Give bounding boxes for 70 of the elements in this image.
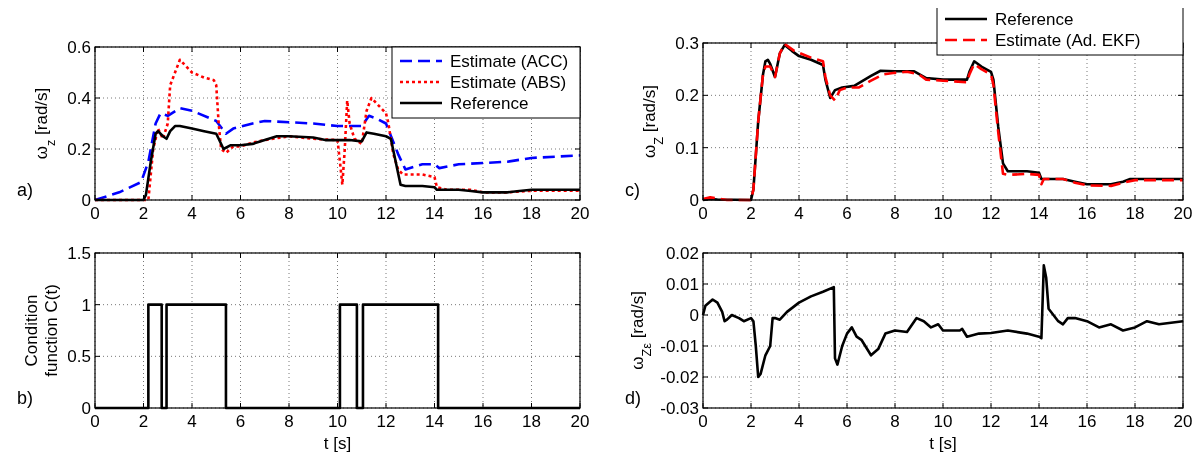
y-tick-label: 0.6 xyxy=(67,38,91,57)
legend-label: Reference xyxy=(450,94,529,113)
x-axis-title: t [s] xyxy=(323,434,352,453)
x-tick-label: 18 xyxy=(1125,412,1145,431)
y-tick-label: 0.5 xyxy=(67,347,91,367)
x-tick-label: 8 xyxy=(890,412,900,431)
x-tick-label: 12 xyxy=(981,412,1001,431)
y-tick-label: 0.3 xyxy=(675,34,699,53)
y-tick-label: 1.5 xyxy=(67,244,91,263)
x-tick-label: 8 xyxy=(284,204,294,223)
x-tick-label: 20 xyxy=(1173,412,1193,431)
text: b) xyxy=(17,388,34,408)
x-tick-label: 12 xyxy=(376,204,396,223)
text: d) xyxy=(625,388,642,408)
x-tick-label: 20 xyxy=(570,412,590,431)
x-tick-label: 4 xyxy=(794,412,804,431)
x-tick-label: 2 xyxy=(138,412,149,431)
x-tick-label: 18 xyxy=(522,412,541,431)
y-tick-label: 0.01 xyxy=(665,275,699,294)
x-tick-label: 6 xyxy=(235,204,246,223)
y-tick-label: 0.4 xyxy=(67,89,91,108)
x-tick-label: 18 xyxy=(522,204,541,223)
legend-label: Estimate (ABS) xyxy=(450,73,567,92)
y-tick-label: 1 xyxy=(81,295,91,315)
x-tick-label: 16 xyxy=(1077,204,1097,223)
y-tick-label: 0.02 xyxy=(665,244,699,263)
x-tick-label: 2 xyxy=(746,412,756,431)
x-tick-label: 10 xyxy=(933,204,953,223)
x-tick-label: 12 xyxy=(981,204,1001,223)
y-tick-label: 0 xyxy=(81,399,91,418)
y-tick-label: 0.2 xyxy=(675,86,699,106)
text: a) xyxy=(17,180,34,200)
x-tick-label: 16 xyxy=(473,412,493,431)
text: c) xyxy=(625,180,640,200)
x-tick-label: 4 xyxy=(187,204,197,223)
x-tick-label: 20 xyxy=(1173,204,1193,223)
x-tick-label: 14 xyxy=(1029,412,1049,431)
legend-label: Reference xyxy=(995,10,1074,29)
y-tick-label: -0.01 xyxy=(660,337,699,356)
x-tick-label: 14 xyxy=(425,204,444,223)
x-tick-label: 8 xyxy=(284,412,294,431)
x-tick-label: 14 xyxy=(1029,204,1049,223)
x-tick-label: 4 xyxy=(794,204,804,223)
x-tick-label: 16 xyxy=(1077,412,1097,431)
x-tick-label: 14 xyxy=(425,412,444,431)
x-tick-label: 8 xyxy=(890,204,900,223)
x-tick-label: 10 xyxy=(328,412,347,431)
y-tick-label: 0 xyxy=(689,191,699,210)
x-tick-label: 6 xyxy=(842,412,852,431)
x-tick-label: 12 xyxy=(376,412,396,431)
y-tick-label: 0.2 xyxy=(67,140,91,159)
legend-label: Estimate (ACC) xyxy=(450,52,569,71)
x-tick-label: 2 xyxy=(746,204,756,223)
y-tick-label: 0 xyxy=(81,191,91,210)
x-tick-label: 10 xyxy=(328,204,347,223)
x-tick-label: 2 xyxy=(138,204,149,223)
x-axis-title: t [s] xyxy=(929,434,957,453)
x-tick-label: 16 xyxy=(473,204,493,223)
legend-label: Estimate (Ad. EKF) xyxy=(995,31,1141,50)
x-tick-label: 10 xyxy=(933,412,953,431)
x-tick-label: 4 xyxy=(187,412,197,431)
y-tick-label: -0.03 xyxy=(660,399,699,418)
x-tick-label: 6 xyxy=(842,204,852,223)
y-tick-label: 0.1 xyxy=(675,138,699,158)
y-tick-label: 0 xyxy=(689,306,699,325)
x-tick-label: 18 xyxy=(1125,204,1145,223)
x-tick-label: 20 xyxy=(570,204,590,223)
x-tick-label: 6 xyxy=(235,412,246,431)
y-tick-label: -0.02 xyxy=(660,368,699,387)
y-axis-title: Condition function C(t) xyxy=(22,284,61,377)
